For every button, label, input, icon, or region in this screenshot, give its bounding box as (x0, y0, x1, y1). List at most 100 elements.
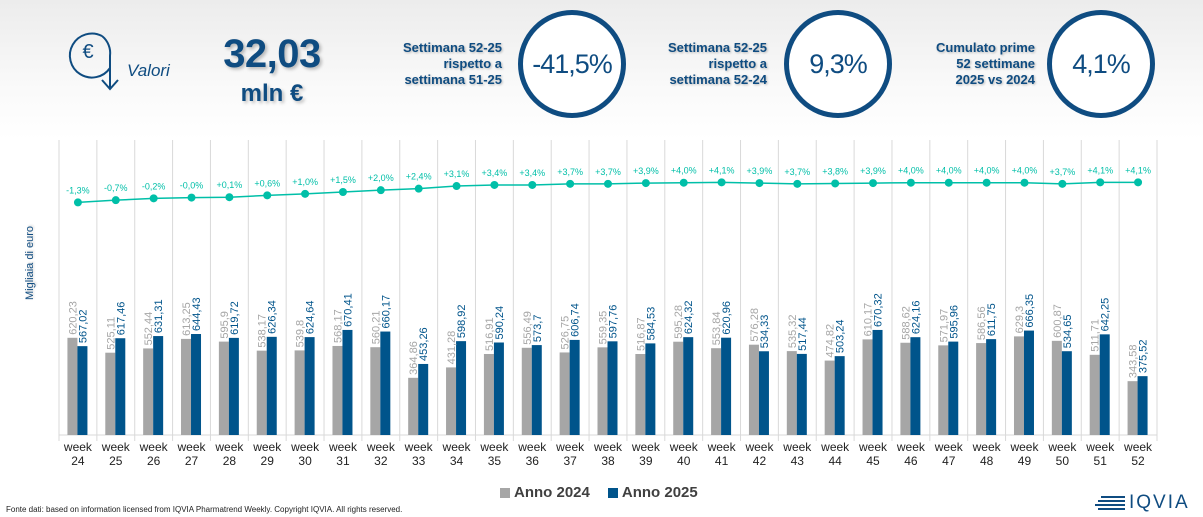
bar-2025 (607, 341, 618, 435)
line-point (376, 186, 385, 195)
line-data-label: +4,1% (1087, 165, 1113, 175)
x-tick-label: 51 (1094, 454, 1108, 468)
bar-label-2024: 535,32 (787, 314, 799, 348)
kpi-value: -41,5% (532, 48, 613, 79)
bar-2025 (986, 339, 997, 435)
bar-2025 (418, 363, 429, 435)
kpi-label-line: Cumulato prime (936, 40, 1035, 55)
bar-label-2025: 534,33 (759, 315, 771, 349)
x-tick-label: 50 (1056, 454, 1070, 468)
bar-label-2025: 606,74 (570, 303, 582, 337)
bar-2024 (105, 352, 116, 435)
bar-2025 (758, 351, 769, 435)
bar-2024 (408, 377, 419, 435)
bar-2024 (1127, 381, 1138, 435)
line-data-label: +1,0% (292, 177, 318, 187)
bar-label-2024: 343,58 (1128, 344, 1140, 378)
bar-label-2025: 611,75 (986, 303, 998, 336)
bar-2024 (332, 345, 343, 435)
kpi-label-line: rispetto a (443, 56, 502, 71)
legend-item-2025: Anno 2025 (607, 484, 698, 501)
line-point (111, 196, 120, 205)
x-tick-label: week (442, 440, 472, 454)
kpi-value: 4,1% (1072, 48, 1131, 79)
x-tick-label: week (631, 440, 661, 454)
bar-2025 (645, 343, 656, 435)
line-point (755, 179, 764, 188)
x-tick-label: week (934, 440, 964, 454)
iqvia-logo: IQVIA (1095, 492, 1190, 514)
x-tick-label: 35 (488, 454, 502, 468)
line-point (187, 193, 196, 202)
bar-2024 (673, 341, 684, 435)
line-data-label: +4,0% (974, 166, 1000, 176)
bar-2025 (721, 337, 732, 435)
bar-2024 (256, 350, 267, 435)
line-data-label: +4,1% (1125, 165, 1151, 175)
bar-2025 (796, 353, 807, 435)
kpi-label-line: settimana 52-24 (669, 72, 767, 87)
bar-2025 (1099, 334, 1110, 435)
kpi-cumulative-circle: 4,1% (1047, 10, 1155, 118)
x-tick-label: week (479, 440, 509, 454)
weekly-sales-chart: 620,23567,02week24525,11617,46week25552,… (58, 140, 1158, 468)
x-tick-label: week (101, 440, 131, 454)
bar-2024 (521, 347, 532, 435)
line-data-label: +3,4% (482, 168, 508, 178)
bar-2024 (143, 348, 154, 435)
x-tick-label: week (555, 440, 585, 454)
bar-label-2024: 474,82 (825, 324, 837, 358)
bar-label-2025: 595,96 (948, 305, 960, 339)
x-tick-label: 25 (109, 454, 123, 468)
bar-label-2025: 590,24 (494, 306, 506, 340)
x-tick-label: week (517, 440, 547, 454)
legend-label: Anno 2024 (514, 484, 590, 501)
x-tick-label: 33 (412, 454, 426, 468)
bar-2025 (266, 336, 277, 435)
kpi-weekly-vs-last-year-label: Settimana 52-25 rispetto a settimana 52-… (645, 40, 767, 88)
x-tick-label: week (252, 440, 282, 454)
line-point (338, 188, 347, 196)
bar-label-2024: 516,91 (484, 317, 496, 351)
bar-label-2025: 624,16 (910, 301, 922, 335)
legend-swatch-2024 (500, 487, 510, 498)
bar-2025 (1023, 330, 1034, 435)
euro-down-arrow-icon: € (68, 32, 119, 91)
line-data-label: +4,0% (936, 166, 962, 176)
line-point (944, 178, 953, 187)
bar-label-2025: 597,76 (608, 305, 620, 339)
x-tick-label: week (1047, 440, 1077, 454)
bar-label-2025: 375,52 (1138, 339, 1150, 373)
bar-2025 (456, 341, 467, 435)
line-point (1020, 178, 1029, 187)
line-data-label: +3,9% (860, 166, 886, 176)
x-tick-label: week (63, 440, 93, 454)
total-value: 32,03 (223, 32, 321, 76)
bar-2024 (597, 347, 608, 435)
x-tick-label: 46 (904, 454, 918, 468)
bar-2025 (304, 337, 315, 435)
bar-2024 (900, 342, 911, 435)
kpi-weekly-vs-last-year-circle: 9,3% (784, 10, 892, 118)
bar-2025 (342, 329, 353, 435)
bar-label-2025: 624,64 (305, 300, 317, 334)
bar-2025 (948, 341, 959, 435)
x-tick-label: week (896, 440, 926, 454)
x-tick-label: 49 (1018, 454, 1032, 468)
bar-label-2025: 670,32 (873, 293, 885, 327)
bar-2024 (294, 350, 305, 435)
line-point (982, 178, 991, 187)
valori-label: Valori (127, 61, 170, 80)
kpi-label-line: rispetto a (708, 56, 767, 71)
x-tick-label: 52 (1131, 454, 1145, 468)
line-point (679, 178, 688, 187)
line-point (831, 179, 840, 188)
source-footnote: Fonte dati: based on information license… (6, 505, 403, 514)
x-tick-label: 48 (980, 454, 994, 468)
bar-label-2024: 538,17 (257, 314, 269, 348)
line-point (793, 179, 802, 188)
line-data-label: +3,7% (784, 167, 810, 177)
bar-2024 (635, 353, 646, 435)
bar-2025 (1061, 351, 1072, 435)
chart-legend: Anno 2024 Anno 2025 (500, 484, 698, 501)
